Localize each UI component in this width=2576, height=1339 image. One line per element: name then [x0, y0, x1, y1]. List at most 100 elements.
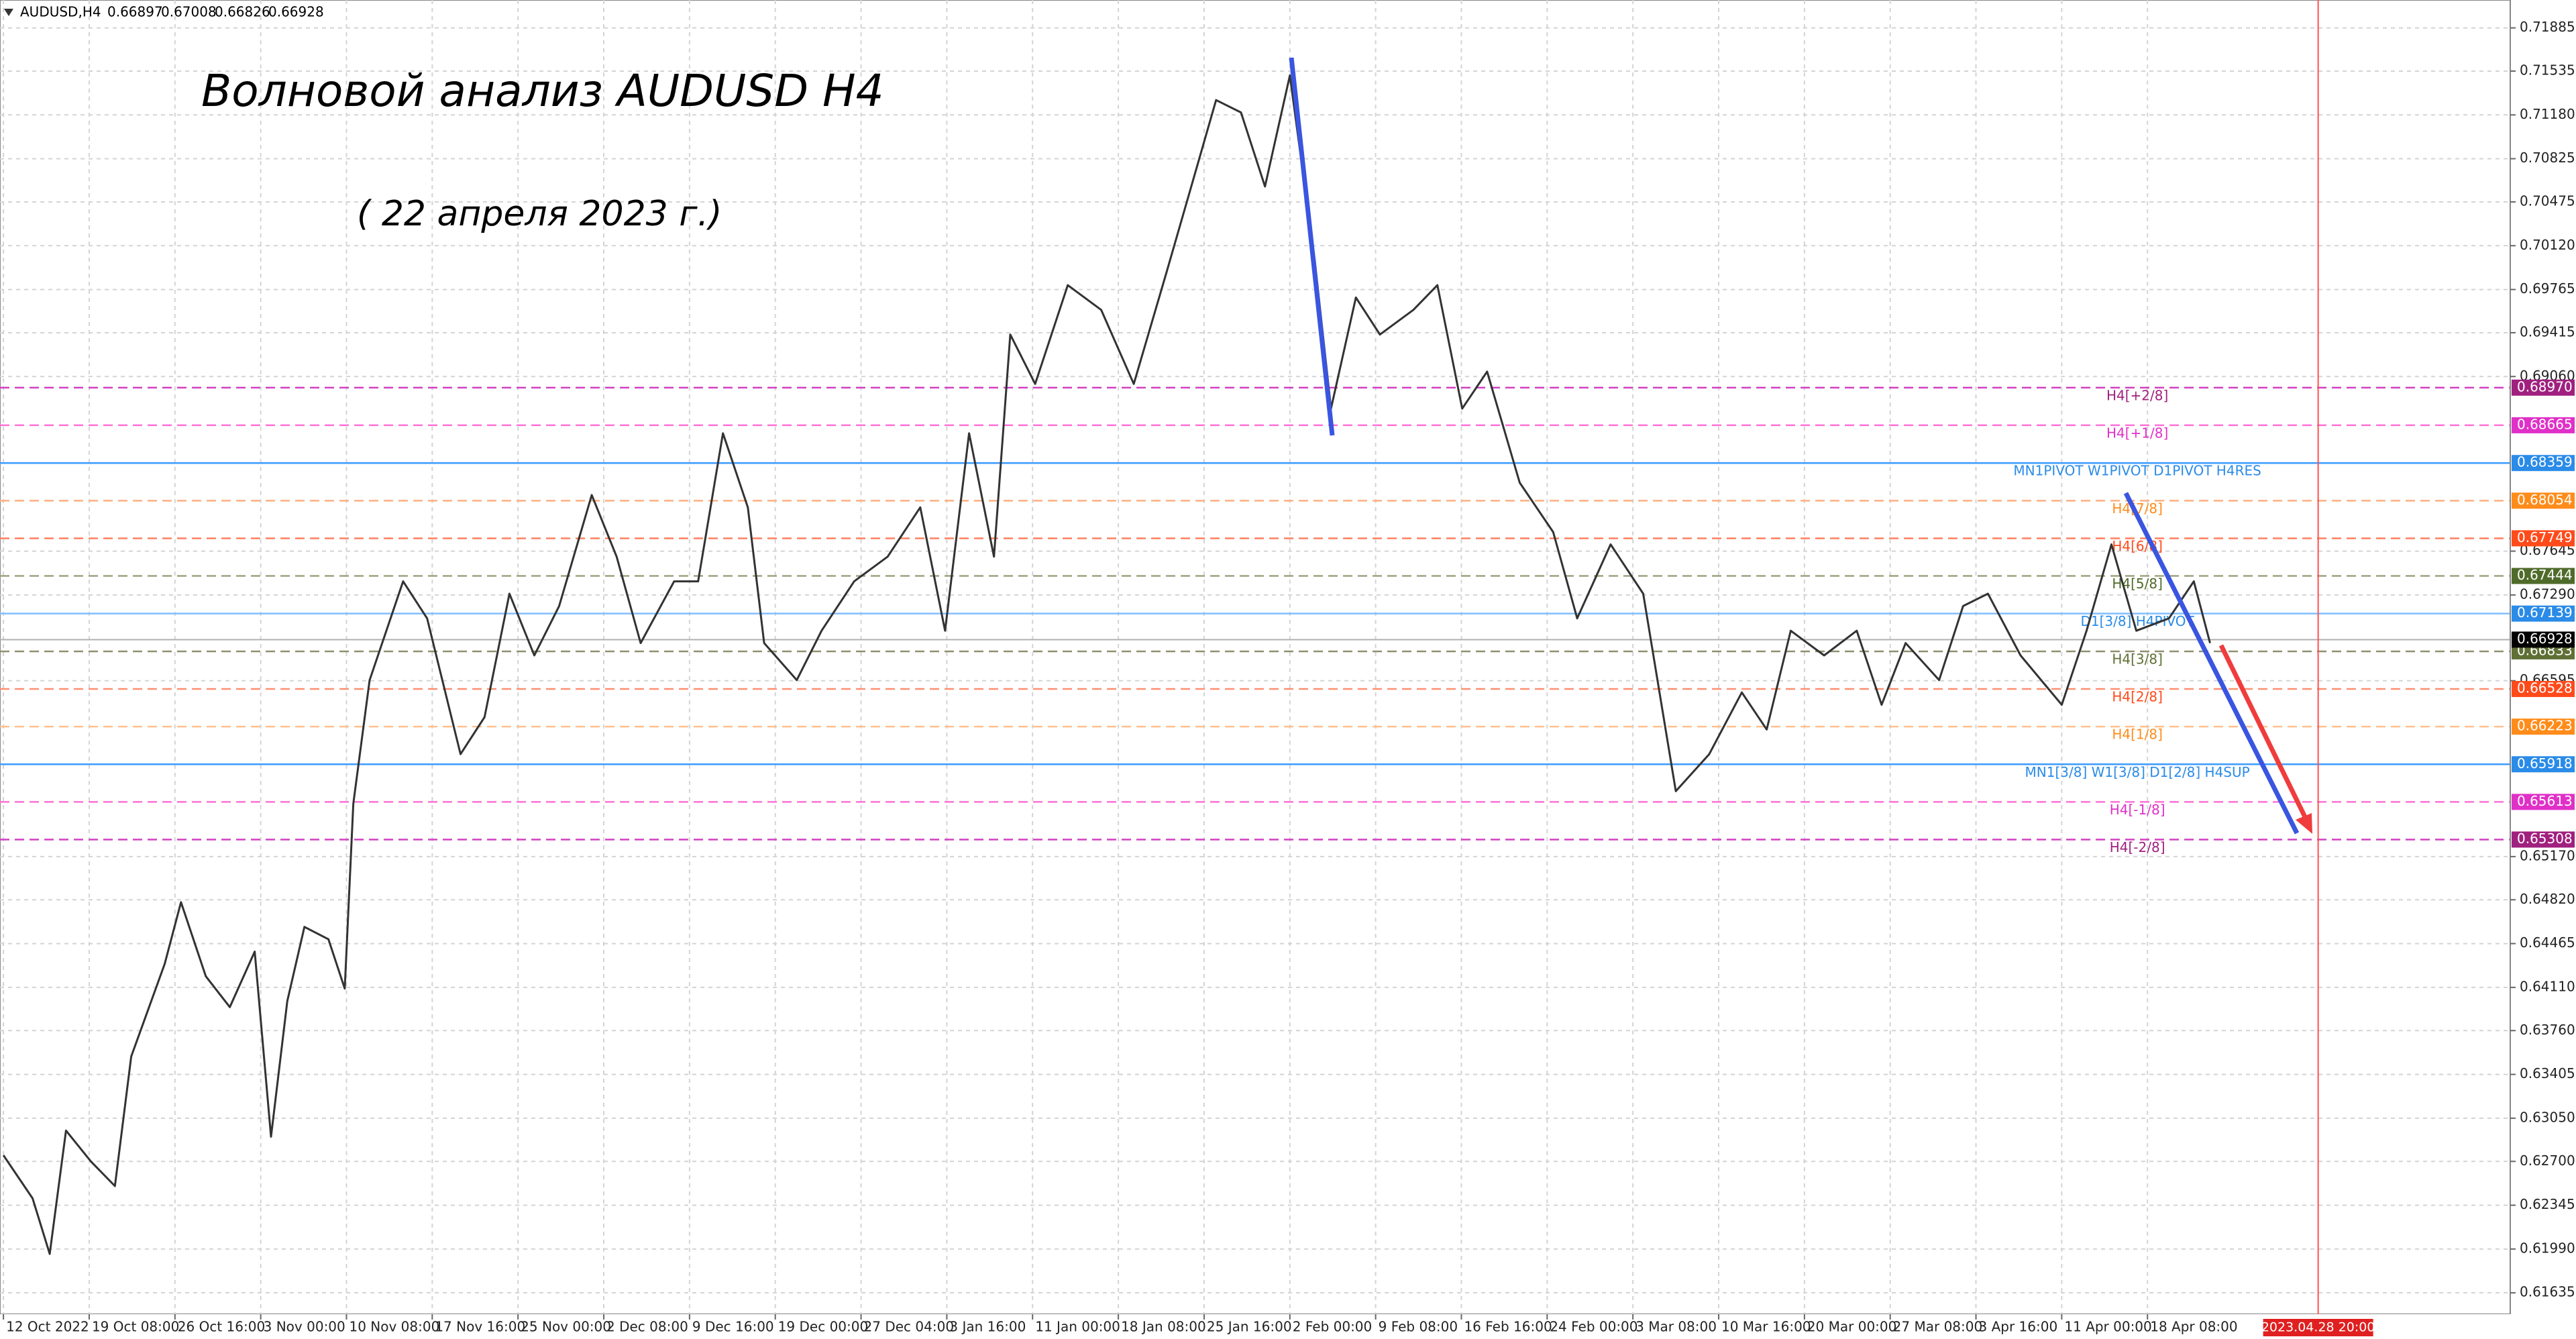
x-tick-label: 3 Apr 16:00: [1979, 1319, 2058, 1335]
y-tick-label: 0.63405: [2520, 1065, 2575, 1081]
chart-title: Волновой анализ AUDUSD H4: [201, 65, 884, 117]
y-tick-label: 0.65170: [2520, 847, 2575, 863]
level-text: D1[3/8] H4PIVOT: [2080, 613, 2194, 629]
level-text: H4[2/8]: [2112, 689, 2163, 705]
x-tick-label: 25 Jan 16:00: [1207, 1319, 1292, 1335]
x-tick-label: 11 Jan 00:00: [1035, 1319, 1120, 1335]
y-tick-label: 0.70825: [2520, 150, 2575, 166]
header-symbol: AUDUSD,H4: [20, 4, 101, 20]
level-price-box: [2512, 455, 2575, 472]
x-tick-label: 19 Dec 00:00: [778, 1319, 869, 1335]
level-text: H4[1/8]: [2112, 727, 2163, 743]
header-ohlc: 0.66826: [215, 4, 270, 20]
level-text: H4[+1/8]: [2106, 425, 2168, 441]
x-tick-label: 10 Nov 08:00: [349, 1319, 439, 1335]
y-tick-label: 0.70120: [2520, 237, 2575, 253]
level-text: H4[-2/8]: [2110, 839, 2165, 855]
arrow-head: [2296, 813, 2312, 834]
level-price-box: [2512, 718, 2575, 735]
forecast-arrow: [2218, 644, 2310, 824]
y-tick-label: 0.61990: [2520, 1240, 2575, 1256]
level-price-label: 0.67444: [2517, 567, 2573, 583]
header-ohlc: 0.66897: [107, 4, 163, 20]
level-price-label: 0.66223: [2517, 718, 2573, 734]
level-price-box: [2512, 794, 2575, 810]
y-tick-label: 0.71535: [2520, 62, 2575, 78]
x-tick-label: 24 Feb 00:00: [1550, 1319, 1638, 1335]
x-tick-label: 9 Feb 08:00: [1379, 1319, 1458, 1335]
time-axis-bg: [0, 1314, 2576, 1339]
x-tick-label: 17 Nov 16:00: [435, 1319, 525, 1335]
y-tick-label: 0.69415: [2520, 323, 2575, 339]
current-price-label: 0.66928: [2517, 631, 2573, 647]
x-tick-label: 20 Mar 00:00: [1807, 1319, 1897, 1335]
y-tick-label: 0.67290: [2520, 586, 2575, 602]
x-tick-label: 12 Oct 2022: [6, 1319, 89, 1335]
level-price-box: [2512, 568, 2575, 584]
level-price-box: [2512, 492, 2575, 509]
level-price-label: 0.65613: [2517, 793, 2573, 809]
x-tick-label: 2 Feb 00:00: [1293, 1319, 1373, 1335]
level-price-label: 0.66528: [2517, 680, 2573, 696]
y-tick-label: 0.62700: [2520, 1153, 2575, 1169]
x-tick-label: 25 Nov 00:00: [521, 1319, 611, 1335]
level-text: H4[-1/8]: [2110, 802, 2165, 818]
level-price-box: [2512, 530, 2575, 547]
x-tick-label: 2 Dec 08:00: [606, 1319, 688, 1335]
level-price-box: [2512, 417, 2575, 433]
time-marker-box: [2263, 1319, 2373, 1336]
x-tick-label: 19 Oct 08:00: [92, 1319, 179, 1335]
level-price-label: 0.65308: [2517, 831, 2573, 847]
level-price-label: 0.67749: [2517, 529, 2573, 545]
plot-frame: [0, 0, 2511, 1315]
price-axis-bg: [2510, 0, 2576, 1339]
level-price-label: 0.68970: [2517, 378, 2573, 394]
level-price-label: 0.68359: [2517, 454, 2573, 470]
y-tick-label: 0.64465: [2520, 934, 2575, 951]
header-ohlc: 0.66928: [268, 4, 324, 20]
level-price-label: 0.65918: [2517, 755, 2573, 771]
x-tick-label: 26 Oct 16:00: [178, 1319, 265, 1335]
level-price-label: 0.68054: [2517, 492, 2573, 508]
x-tick-label: 3 Nov 00:00: [264, 1319, 345, 1335]
x-tick-label: 11 Apr 00:00: [2064, 1319, 2151, 1335]
x-tick-label: 9 Dec 16:00: [692, 1319, 774, 1335]
y-tick-label: 0.64110: [2520, 978, 2575, 994]
y-tick-label: 0.71885: [2520, 19, 2575, 35]
time-marker-label: 2023.04.28 20:00: [2261, 1320, 2375, 1335]
y-tick-label: 0.64820: [2520, 891, 2575, 907]
y-tick-label: 0.71180: [2520, 106, 2575, 122]
level-text: MN1PIVOT W1PIVOT D1PIVOT H4RES: [2013, 463, 2261, 479]
current-price-box: [2512, 631, 2575, 648]
y-tick-label: 0.70475: [2520, 193, 2575, 209]
trend-line: [2123, 492, 2300, 835]
x-tick-label: 18 Jan 08:00: [1121, 1319, 1206, 1335]
x-tick-label: 3 Jan 16:00: [949, 1319, 1026, 1335]
price-line: [2, 74, 2211, 1255]
level-text: H4[3/8]: [2112, 651, 2163, 667]
y-tick-label: 0.63760: [2520, 1022, 2575, 1038]
y-tick-label: 0.61635: [2520, 1284, 2575, 1300]
menu-arrow: [4, 9, 13, 16]
level-price-box: [2512, 379, 2575, 396]
level-text: H4[5/8]: [2112, 576, 2163, 592]
y-tick-label: 0.63050: [2520, 1109, 2575, 1125]
level-price-box: [2512, 605, 2575, 622]
chart-subtitle: ( 22 апреля 2023 г.): [357, 194, 722, 234]
x-tick-label: 3 Mar 08:00: [1635, 1319, 1717, 1335]
x-tick-label: 27 Mar 08:00: [1893, 1319, 1983, 1335]
level-price-box: [2512, 756, 2575, 773]
level-price-box: [2512, 831, 2575, 848]
x-tick-label: 10 Mar 16:00: [1721, 1319, 1811, 1335]
wave-line: [1289, 57, 1335, 436]
x-tick-label: 16 Feb 16:00: [1464, 1319, 1552, 1335]
level-price-box: [2512, 681, 2575, 698]
x-tick-label: 27 Dec 04:00: [864, 1319, 955, 1335]
level-text: MN1[3/8] W1[3/8] D1[2/8] H4SUP: [2025, 764, 2250, 780]
x-tick-label: 18 Apr 08:00: [2150, 1319, 2237, 1335]
level-price-label: 0.67139: [2517, 604, 2573, 621]
y-tick-label: 0.62345: [2520, 1196, 2575, 1212]
level-price-label: 0.68665: [2517, 416, 2573, 432]
